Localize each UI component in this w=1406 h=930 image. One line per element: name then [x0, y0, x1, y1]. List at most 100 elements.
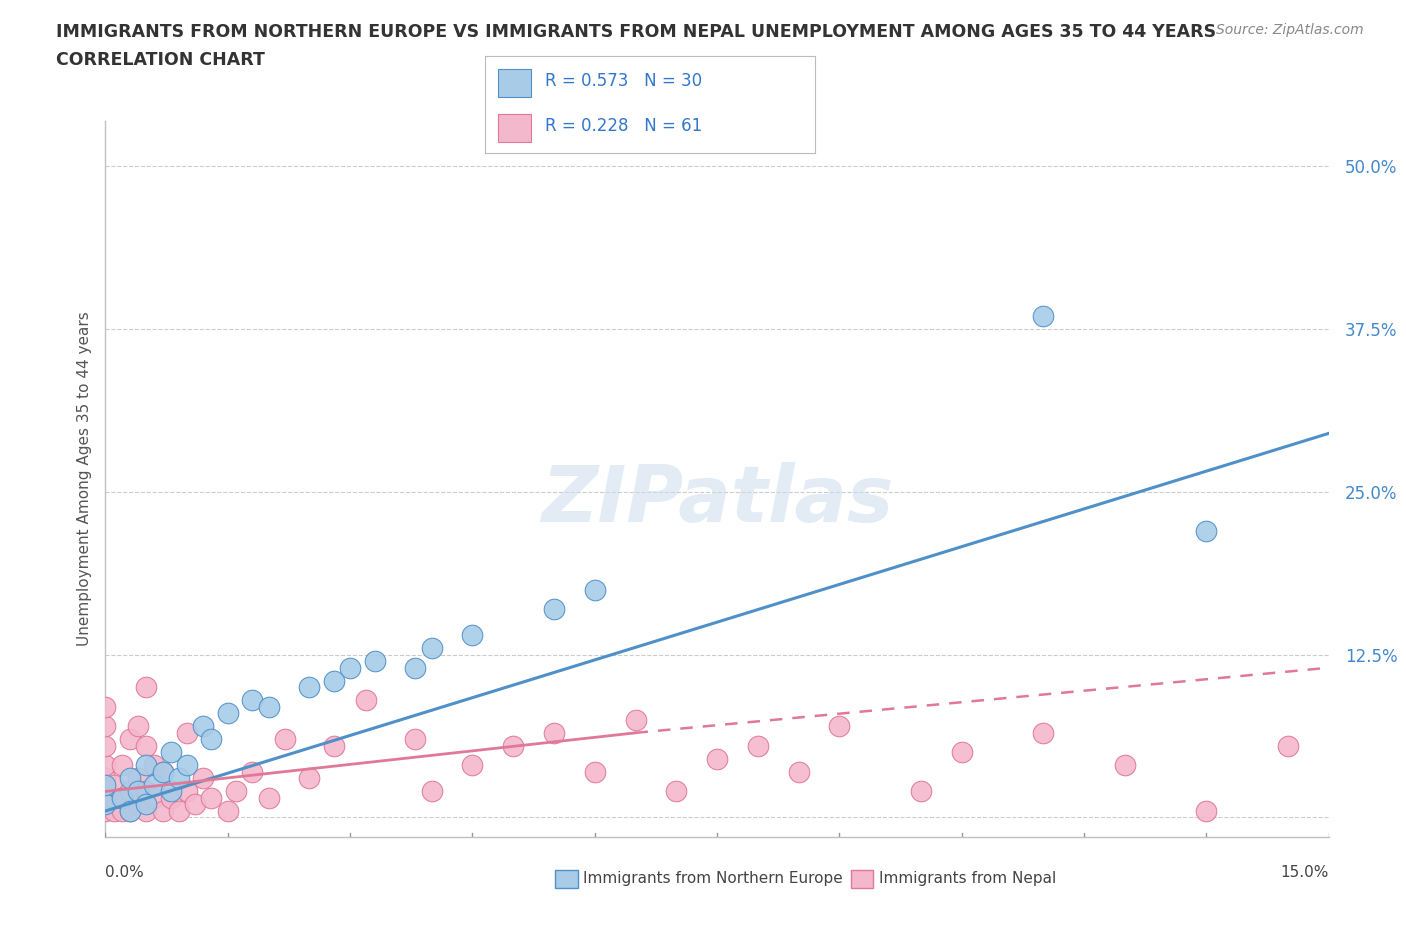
- Point: [159, 790, 181, 805]
- Point: [1277, 738, 1299, 753]
- Point: [543, 725, 565, 740]
- Point: [583, 764, 606, 779]
- Point: [176, 758, 198, 773]
- Point: [143, 790, 166, 805]
- Point: [127, 771, 149, 786]
- Point: [1032, 725, 1054, 740]
- Point: [184, 797, 207, 812]
- FancyBboxPatch shape: [498, 114, 531, 141]
- Point: [502, 738, 524, 753]
- Point: [298, 771, 321, 786]
- Point: [274, 732, 297, 747]
- Point: [94, 758, 117, 773]
- Point: [828, 719, 851, 734]
- Point: [118, 732, 141, 747]
- Point: [94, 738, 117, 753]
- Point: [322, 673, 344, 688]
- Point: [94, 777, 117, 792]
- Point: [193, 771, 215, 786]
- Y-axis label: Unemployment Among Ages 35 to 44 years: Unemployment Among Ages 35 to 44 years: [76, 312, 91, 646]
- Point: [420, 641, 443, 656]
- Point: [624, 712, 647, 727]
- Point: [193, 719, 215, 734]
- Point: [167, 804, 190, 818]
- Point: [118, 804, 141, 818]
- Point: [94, 804, 117, 818]
- Point: [152, 764, 174, 779]
- Point: [1195, 804, 1218, 818]
- Point: [135, 680, 157, 695]
- Point: [404, 660, 426, 675]
- Text: IMMIGRANTS FROM NORTHERN EUROPE VS IMMIGRANTS FROM NEPAL UNEMPLOYMENT AMONG AGES: IMMIGRANTS FROM NORTHERN EUROPE VS IMMIG…: [56, 23, 1216, 41]
- Point: [94, 699, 117, 714]
- Point: [176, 725, 198, 740]
- Point: [111, 804, 134, 818]
- Point: [152, 804, 174, 818]
- Point: [94, 784, 117, 799]
- Point: [240, 693, 263, 708]
- FancyBboxPatch shape: [498, 70, 531, 97]
- Point: [135, 804, 157, 818]
- Point: [103, 777, 125, 792]
- Point: [356, 693, 378, 708]
- Text: Immigrants from Nepal: Immigrants from Nepal: [879, 871, 1056, 886]
- Text: 0.0%: 0.0%: [105, 865, 145, 880]
- Point: [159, 784, 181, 799]
- Point: [135, 784, 157, 799]
- Point: [583, 582, 606, 597]
- Point: [257, 790, 280, 805]
- Point: [127, 797, 149, 812]
- Point: [111, 790, 134, 805]
- Point: [103, 790, 125, 805]
- Point: [94, 797, 117, 812]
- Point: [225, 784, 247, 799]
- Point: [257, 699, 280, 714]
- Point: [322, 738, 344, 753]
- Point: [543, 602, 565, 617]
- Point: [747, 738, 769, 753]
- Point: [910, 784, 932, 799]
- Point: [135, 758, 157, 773]
- Point: [176, 784, 198, 799]
- Point: [298, 680, 321, 695]
- Point: [143, 777, 166, 792]
- Text: Source: ZipAtlas.com: Source: ZipAtlas.com: [1216, 23, 1364, 37]
- Text: 15.0%: 15.0%: [1281, 865, 1329, 880]
- Point: [217, 804, 239, 818]
- Point: [240, 764, 263, 779]
- Point: [461, 758, 484, 773]
- Point: [159, 745, 181, 760]
- Point: [461, 628, 484, 643]
- Text: CORRELATION CHART: CORRELATION CHART: [56, 51, 266, 69]
- Text: R = 0.573   N = 30: R = 0.573 N = 30: [544, 73, 702, 90]
- Point: [143, 758, 166, 773]
- Point: [404, 732, 426, 747]
- Point: [111, 790, 134, 805]
- Point: [950, 745, 973, 760]
- Point: [127, 719, 149, 734]
- Point: [706, 751, 728, 766]
- Point: [118, 804, 141, 818]
- Point: [135, 738, 157, 753]
- Point: [111, 758, 134, 773]
- Point: [167, 771, 190, 786]
- Point: [665, 784, 688, 799]
- Point: [94, 797, 117, 812]
- Point: [118, 771, 141, 786]
- Point: [200, 790, 222, 805]
- Point: [339, 660, 361, 675]
- Point: [135, 797, 157, 812]
- Point: [1032, 309, 1054, 324]
- Text: Immigrants from Northern Europe: Immigrants from Northern Europe: [583, 871, 844, 886]
- Point: [200, 732, 222, 747]
- Point: [94, 719, 117, 734]
- Point: [127, 784, 149, 799]
- Point: [787, 764, 810, 779]
- Point: [217, 706, 239, 721]
- Text: ZIPatlas: ZIPatlas: [541, 462, 893, 538]
- Text: R = 0.228   N = 61: R = 0.228 N = 61: [544, 117, 702, 135]
- Point: [1114, 758, 1136, 773]
- Point: [1195, 524, 1218, 538]
- Point: [94, 771, 117, 786]
- Point: [152, 764, 174, 779]
